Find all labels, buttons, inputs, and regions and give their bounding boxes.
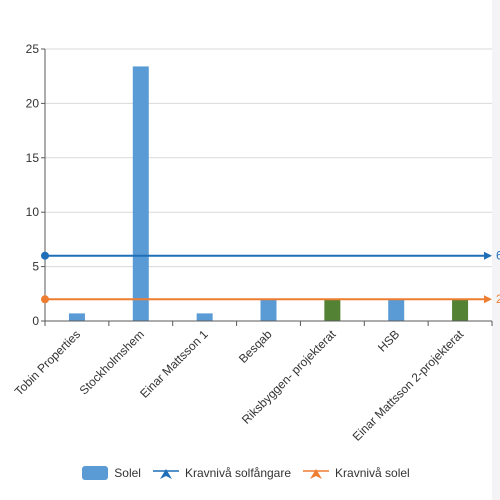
arrow-icon xyxy=(484,295,492,304)
y-tick-label: 0 xyxy=(32,314,39,328)
line-end-label: 6 xyxy=(496,249,500,263)
y-tick-label: 5 xyxy=(32,260,39,274)
legend-item-kravniva-solel[interactable]: Kravnivå solel xyxy=(303,466,410,480)
legend-item-kravniva-solfangare[interactable]: Kravnivå solfångare xyxy=(152,466,292,480)
legend-label-solel: Solel xyxy=(114,466,141,480)
bar[interactable] xyxy=(132,66,149,322)
bar[interactable] xyxy=(260,299,277,321)
y-tick-label: 15 xyxy=(26,151,40,165)
line-start-marker xyxy=(41,251,49,260)
legend-line-arrow-icon xyxy=(303,469,330,479)
y-tick-label: 10 xyxy=(26,205,40,219)
x-category-label: Tobin Properties xyxy=(12,327,83,398)
x-category-label: Einar Mattsson 2-projekterat xyxy=(350,327,467,444)
legend-label-kravniva-solfangare: Kravnivå solfångare xyxy=(184,466,292,480)
x-category-label: Stockholmshem xyxy=(77,327,147,397)
line-start-marker xyxy=(41,295,49,304)
bar[interactable] xyxy=(388,299,405,321)
legend-line-arrow-icon xyxy=(152,469,179,479)
y-tick-label: 25 xyxy=(26,42,40,56)
bar[interactable] xyxy=(452,299,469,321)
x-category-label: HSB xyxy=(375,327,402,354)
gridlines xyxy=(45,48,492,268)
line-end-label: 2 xyxy=(496,292,500,306)
x-category-label: Einar Mattsson 1 xyxy=(137,327,211,401)
bar[interactable] xyxy=(68,313,85,321)
bar[interactable] xyxy=(196,313,213,321)
legend-item-solel[interactable]: Solel xyxy=(82,466,141,480)
arrow-icon xyxy=(484,251,492,260)
requirement-lines: 62 xyxy=(41,249,500,306)
legend: Solel Kravnivå solfångare Kravnivå solel xyxy=(0,462,492,484)
x-category-label: Besqab xyxy=(236,327,275,366)
bar[interactable] xyxy=(324,299,341,321)
y-tick-label: 20 xyxy=(26,96,40,110)
bars xyxy=(68,66,469,322)
legend-swatch-solel xyxy=(82,466,109,480)
axes xyxy=(41,48,493,326)
legend-label-kravniva-solel: Kravnivå solel xyxy=(335,466,410,480)
